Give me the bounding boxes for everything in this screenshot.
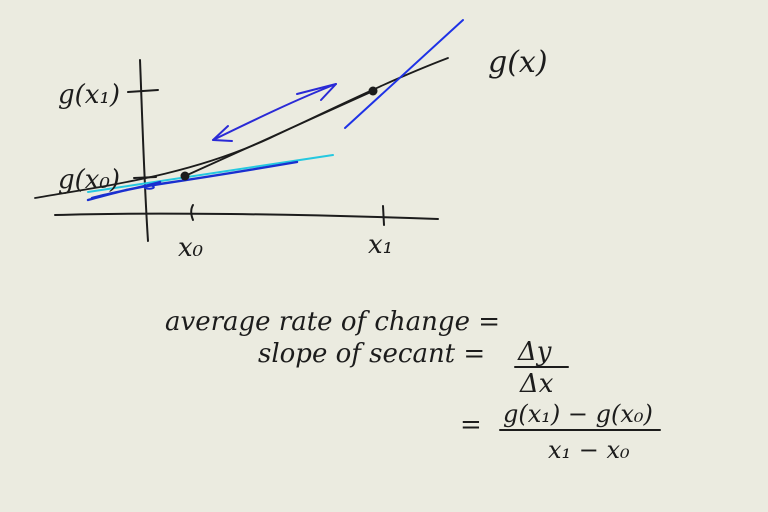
y-tick-x1 bbox=[127, 89, 159, 93]
x-label-x1: x₁ bbox=[368, 230, 393, 260]
y-label-g-x1: g(x₁) bbox=[58, 80, 120, 110]
x-tick-x1 bbox=[382, 205, 385, 226]
secant-direction-arrow bbox=[212, 83, 337, 141]
delta-x-denominator: Δx bbox=[519, 369, 554, 399]
point-x1 bbox=[368, 86, 378, 96]
formula-line-slope-secant: slope of secant = bbox=[258, 339, 485, 369]
formula-line-average-rate: average rate of change = bbox=[165, 307, 500, 337]
y-axis bbox=[139, 59, 149, 242]
difference-quotient-numerator: g(x₁) − g(x₀) bbox=[503, 400, 653, 428]
tangent-scribble bbox=[144, 184, 155, 190]
delta-y-numerator: Δy bbox=[517, 337, 552, 367]
tangent-line-x0 bbox=[86, 160, 299, 202]
arrow-head-right bbox=[296, 83, 337, 101]
difference-quotient-denominator: x₁ − x₀ bbox=[548, 436, 630, 464]
curve-label: g(x) bbox=[488, 45, 548, 80]
x-label-x0: x₀ bbox=[178, 233, 204, 263]
tangent-line-x1 bbox=[344, 19, 464, 129]
arrow-head-left bbox=[212, 125, 233, 142]
tangent-line-x0-light bbox=[87, 154, 334, 193]
point-x0 bbox=[180, 171, 190, 181]
x-tick-x0 bbox=[190, 204, 194, 221]
y-label-g-x0: g(x₀) bbox=[58, 165, 120, 195]
secant-line bbox=[184, 90, 374, 177]
formula-equals-sign: = bbox=[460, 410, 482, 440]
x-axis bbox=[54, 212, 439, 220]
